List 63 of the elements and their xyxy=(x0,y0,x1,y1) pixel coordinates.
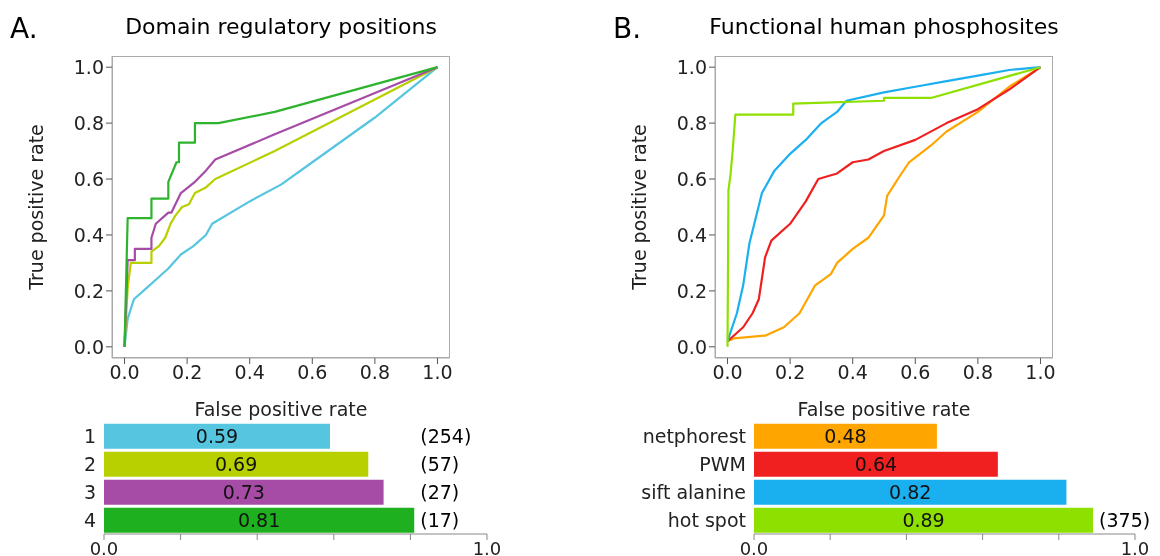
annotation: (375) xyxy=(1099,508,1151,532)
data-label: 0.64 xyxy=(854,452,898,475)
y-axis-title: True positive rate xyxy=(24,124,47,291)
y-tick-label: 0.4 xyxy=(676,223,707,246)
data-label: 0.48 xyxy=(824,424,867,447)
annotation: (57) xyxy=(420,452,460,476)
x-tick-label: 1.0 xyxy=(422,361,453,384)
y-tick-label: 1.0 xyxy=(676,55,707,78)
x-axis-title: False positive rate xyxy=(797,398,971,420)
x-tick-label: 0.8 xyxy=(962,361,993,384)
x-tick-label: 1.0 xyxy=(472,537,502,556)
bar xyxy=(104,451,369,477)
chart-title: Functional human phosphosites xyxy=(708,14,1060,39)
y-tick-label: 0.6 xyxy=(73,167,104,190)
x-axis-title: False positive rate xyxy=(194,398,368,420)
y-tick-label: 1 xyxy=(83,424,96,447)
data-label: 0.73 xyxy=(222,480,265,503)
x-tick-label: 0.6 xyxy=(900,361,931,384)
y-tick-label: 0.0 xyxy=(73,335,104,358)
data-label: 0.69 xyxy=(214,452,258,475)
bar xyxy=(104,479,384,505)
y-tick-label: 2 xyxy=(83,452,96,475)
y-tick-label: 0.2 xyxy=(73,279,104,302)
data-label: 0.89 xyxy=(902,508,945,531)
y-tick-label: 0.8 xyxy=(676,111,707,134)
y-tick-label: 0.0 xyxy=(676,335,707,358)
y-tick-label: 0.2 xyxy=(676,279,707,302)
y-tick-label: PWM xyxy=(699,452,746,475)
x-tick-label: 0.0 xyxy=(109,361,140,384)
text: A. xyxy=(10,12,38,45)
y-tick-label: hot spot xyxy=(667,508,746,531)
y-axis-title: True positive rate xyxy=(627,124,650,291)
data-label: 0.81 xyxy=(237,508,281,531)
annotation: (17) xyxy=(420,508,460,532)
y-tick-label: 0.4 xyxy=(73,223,104,246)
x-tick-label: 1.0 xyxy=(1025,361,1056,384)
x-tick-label: 0.0 xyxy=(739,537,769,556)
y-tick-label: sift alanine xyxy=(641,480,746,503)
bar xyxy=(104,507,415,533)
y-tick-label: 0.6 xyxy=(676,167,707,190)
x-tick-label: 0.2 xyxy=(172,361,203,384)
bar xyxy=(754,423,937,449)
data-label: 0.59 xyxy=(195,424,239,447)
y-tick-label: 0.8 xyxy=(73,111,104,134)
x-tick-label: 0.2 xyxy=(775,361,806,384)
bar xyxy=(754,507,1094,533)
y-tick-label: 4 xyxy=(83,508,96,531)
x-tick-label: 0.6 xyxy=(297,361,328,384)
data-label: 0.82 xyxy=(889,480,932,503)
y-tick-label: 1.0 xyxy=(73,55,104,78)
x-tick-label: 0.4 xyxy=(837,361,868,384)
annotation: (254) xyxy=(420,424,472,448)
text: B. xyxy=(613,12,642,45)
y-tick-label: netphorest xyxy=(642,424,746,447)
x-tick-label: 0.8 xyxy=(359,361,390,384)
x-tick-label: 0.4 xyxy=(234,361,265,384)
annotation: (27) xyxy=(420,480,460,504)
x-tick-label: 1.0 xyxy=(1120,537,1150,556)
bar xyxy=(754,479,1067,505)
bar xyxy=(754,451,998,477)
bar xyxy=(104,423,330,449)
chart-title: Domain regulatory positions xyxy=(124,14,438,39)
y-tick-label: 3 xyxy=(83,480,96,503)
